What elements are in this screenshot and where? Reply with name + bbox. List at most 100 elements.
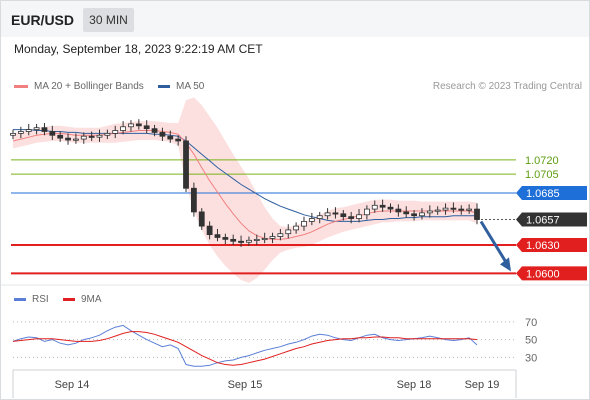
candle (348, 211, 355, 224)
candle (324, 208, 331, 220)
candle (65, 133, 71, 145)
candle-body (159, 132, 166, 137)
candle (222, 233, 229, 245)
timestamp: Monday, September 18, 2023 9:22:19 AM CE… (14, 42, 263, 56)
x-tick-label: Sep 19 (465, 379, 500, 391)
candle (10, 129, 16, 140)
candle-body (293, 225, 300, 231)
candle-body (65, 137, 71, 141)
candle (33, 123, 40, 135)
candle-body (403, 211, 410, 215)
candle (301, 216, 307, 231)
candle (175, 135, 182, 146)
candle-body (277, 233, 284, 237)
level-1-0630-tag: 1.0630 (516, 238, 587, 253)
candle (308, 212, 315, 226)
candle (49, 125, 56, 141)
ma50-line (13, 129, 477, 222)
candle-body (230, 238, 237, 242)
candle-body (33, 127, 40, 131)
candle-body (246, 239, 252, 243)
candle (316, 211, 323, 224)
candle (80, 132, 87, 144)
candle-body (151, 128, 158, 133)
legend-rsi-label: RSI (32, 294, 49, 305)
forecast-arrow-shaft (479, 220, 510, 267)
candle-body (214, 234, 221, 238)
candle (246, 236, 252, 246)
timeframe-button[interactable]: 30 MIN (83, 8, 134, 32)
candle-body (253, 238, 260, 241)
candle (214, 228, 221, 242)
candle (395, 204, 402, 217)
ma9-swatch (63, 297, 75, 301)
candle-body (301, 220, 307, 227)
candle-body (332, 212, 339, 215)
candle-body (73, 138, 79, 141)
ma50-swatch (158, 84, 170, 88)
candle-body (474, 208, 480, 220)
candle-body (17, 131, 24, 134)
candle (135, 119, 142, 130)
symbol-title: EUR/USD (11, 12, 75, 28)
candle (285, 224, 292, 239)
level-1-0657-tag-bg (516, 212, 587, 227)
candle-body (411, 213, 417, 217)
candle (269, 232, 276, 244)
level-1-0600-tag-bg (516, 266, 587, 281)
candle (411, 210, 417, 221)
candle-body (222, 237, 229, 240)
candle-body (49, 131, 56, 136)
candle (104, 129, 111, 140)
candle-body (57, 134, 64, 139)
candle (143, 120, 150, 134)
candle (159, 127, 166, 141)
level-1-0600-label: 1.0600 (526, 268, 560, 280)
candle (474, 203, 480, 225)
candle-body (348, 216, 355, 219)
candle (434, 206, 441, 215)
candle-body (371, 204, 378, 210)
candle-body (41, 127, 48, 132)
candle (403, 206, 410, 218)
level-1-0720-label: 1.0720 (525, 155, 559, 167)
x-tick-label: Sep 18 (397, 379, 432, 391)
candle (151, 124, 158, 137)
candle (371, 200, 378, 213)
candle (442, 203, 449, 215)
credit-text: Research © 2023 Trading Central (432, 81, 582, 92)
level-1-0705-label: 1.0705 (525, 169, 559, 181)
candle-body (379, 204, 386, 208)
candle-body (387, 206, 394, 210)
candle-body (340, 213, 347, 218)
legend-ma20: MA 20 + Bollinger Bands (14, 81, 144, 92)
candle (230, 234, 237, 246)
x-tick-label: Sep 14 (55, 379, 90, 391)
candle-body (261, 238, 268, 241)
level-1-0630-label: 1.0630 (526, 240, 560, 252)
candle-body (269, 236, 276, 239)
rsi-level-70-label: 70 (525, 317, 537, 329)
candle (120, 121, 127, 135)
candle-body (356, 214, 362, 219)
rsi-line (12, 324, 478, 367)
candle-body (183, 140, 189, 189)
candle (88, 131, 95, 141)
candle-body (143, 125, 150, 130)
candle (206, 221, 213, 240)
candle (277, 228, 284, 241)
level-1-0600-tag: 1.0600 (516, 266, 587, 281)
candle-body (442, 207, 449, 211)
ma20-swatch (14, 84, 28, 88)
candle-body (10, 132, 16, 136)
legend-rsi: RSI (14, 294, 49, 305)
candle-body (104, 132, 111, 136)
candle (340, 210, 347, 221)
candle (190, 182, 197, 217)
candle (167, 130, 174, 143)
candle (253, 234, 260, 246)
level-1-0657-label: 1.0657 (526, 214, 560, 226)
candle-body (450, 207, 457, 210)
